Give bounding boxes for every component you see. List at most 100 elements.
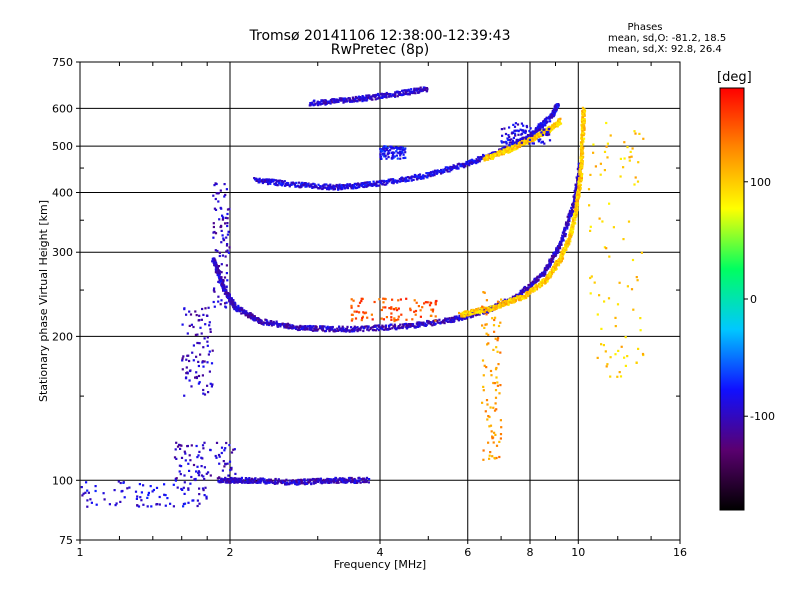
echo-point [346,184,349,187]
echo-point [103,498,106,501]
echo-point [519,137,522,140]
echo-point [396,157,399,160]
echo-point [363,312,366,315]
echo-point [147,493,150,497]
echo-point [484,307,487,310]
echo-point [548,128,551,131]
echo-point [222,280,225,284]
echo-point [471,312,474,315]
echo-point [355,96,359,99]
echo-point [634,176,637,179]
echo-point [357,327,360,330]
echo-point [202,475,205,478]
echo-point [375,180,378,183]
echo-point [228,478,231,481]
echo-point [494,396,498,399]
echo-point [575,199,578,202]
echo-point [548,265,551,268]
echo-point [571,230,574,233]
echo-point [342,185,346,188]
echo-point [341,478,344,481]
echo-point [342,101,345,104]
echo-point [86,489,89,492]
echo-point [390,318,393,321]
echo-point [406,179,409,182]
echo-point [445,318,448,321]
echo-point [433,322,436,325]
echo-point [390,306,393,309]
echo-point [353,325,356,328]
echo-point [228,246,231,249]
echo-point [279,179,282,182]
echo-point [579,163,582,166]
echo-point [212,260,215,263]
echo-point [542,273,545,276]
echo-point [390,307,393,310]
colorbar-tick-label: -100 [750,410,775,423]
echo-point [499,150,502,154]
echo-point [222,460,225,463]
echo-point [237,480,240,483]
echo-point [635,361,638,364]
echo-point [237,306,240,309]
echo-point [633,183,636,186]
echo-point [322,99,325,102]
echo-point [453,166,456,169]
echo-point [261,181,264,185]
echo-point [520,141,523,144]
echo-point [578,181,581,185]
echo-point [341,325,344,328]
echo-point [517,142,520,145]
echo-point [499,149,502,152]
echo-point [563,226,566,229]
echo-point [575,176,578,179]
echo-point [293,183,296,186]
echo-point [313,99,316,102]
echo-point [390,316,393,319]
echo-point [234,481,237,484]
echo-point [608,255,611,258]
echo-point [429,323,433,326]
echo-point [408,176,411,179]
echo-point [314,481,317,484]
echo-point [384,145,387,148]
echo-point [637,347,640,350]
echo-point [387,156,390,159]
echo-point [536,284,539,287]
echo-point [528,138,531,141]
echo-point [220,446,224,449]
echo-point [140,499,143,502]
echo-point [274,183,277,186]
echo-point [246,312,250,315]
echo-point [339,97,342,100]
echo-point [249,312,252,315]
echo-point [122,481,125,484]
echo-point [226,233,229,236]
echo-point [238,478,241,482]
x-tick-label: 10 [571,546,585,559]
echo-point [541,132,544,135]
echo-point [317,183,320,186]
echo-point [358,186,361,189]
echo-point [487,441,490,444]
echo-point [551,257,554,260]
echo-point [464,165,467,168]
echo-point [618,281,621,284]
echo-point [535,288,538,291]
echo-point [352,98,355,101]
echo-point [230,476,233,480]
echo-point [575,188,578,191]
echo-point [185,376,188,379]
echo-point [497,337,500,340]
echo-point [199,353,202,356]
echo-point [550,260,553,263]
echo-point [156,503,159,506]
echo-point [579,176,582,179]
echo-point [262,323,265,326]
echo-point [230,297,233,300]
echo-point [571,211,574,214]
echo-point [336,100,339,103]
echo-point [257,320,260,323]
echo-point [578,179,581,182]
echo-point [274,478,277,481]
